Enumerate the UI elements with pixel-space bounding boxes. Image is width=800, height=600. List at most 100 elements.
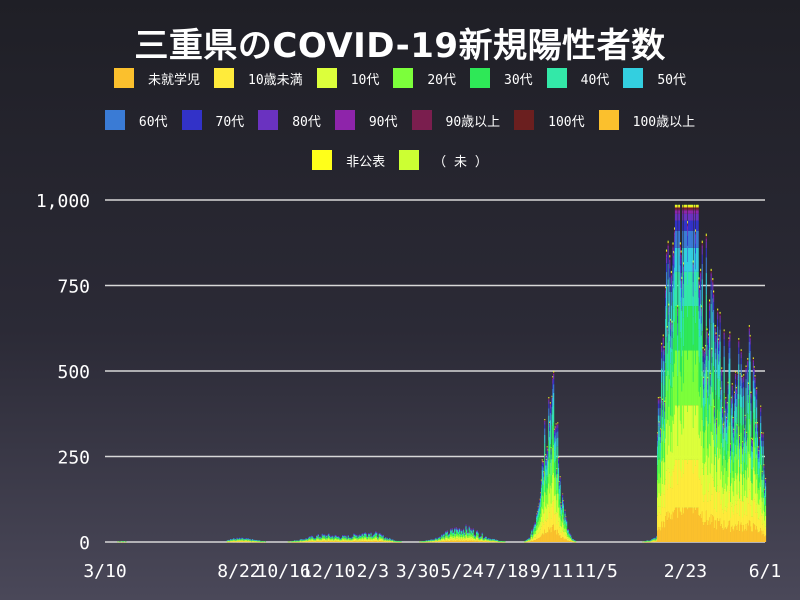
bar-segment [712, 434, 714, 478]
bar-segment [705, 248, 707, 258]
bar-segment [552, 377, 554, 378]
bar-segment [558, 535, 560, 542]
bar-segment [704, 373, 706, 388]
bar-segment [438, 538, 440, 540]
bar-segment [455, 540, 457, 542]
legend-swatch [470, 68, 490, 88]
bar-segment [296, 540, 298, 542]
bar-segment [239, 541, 241, 543]
bar-segment [368, 533, 370, 535]
bar-segment [717, 341, 720, 344]
bar-segment [683, 263, 685, 265]
bar-segment [439, 538, 441, 540]
bar-segment [697, 205, 699, 207]
bar-segment [457, 534, 459, 537]
bar-segment [680, 250, 682, 251]
bar-segment [676, 210, 678, 214]
bar-segment [539, 504, 541, 508]
bar-segment [565, 531, 567, 536]
bar-segment [678, 459, 681, 508]
bar-segment [545, 454, 547, 455]
bar-segment [541, 461, 543, 464]
bar-segment [656, 539, 658, 541]
bar-segment [707, 409, 709, 427]
bar-segment [432, 539, 435, 541]
bar-segment [687, 271, 689, 307]
bar-segment [691, 207, 694, 209]
bar-segment [721, 369, 723, 371]
bar-segment [709, 374, 711, 376]
bar-segment [717, 309, 719, 311]
bar-segment [698, 297, 700, 312]
bar-segment [683, 428, 685, 474]
bar-segment [657, 515, 659, 531]
bar-segment [369, 538, 371, 540]
bar-segment [553, 372, 555, 373]
bar-segment [326, 540, 328, 541]
bar-segment [544, 455, 546, 473]
bar-segment [316, 540, 318, 542]
bar-segment [529, 539, 531, 540]
bar-segment [330, 538, 332, 539]
bar-segment [720, 391, 722, 395]
bar-segment [553, 443, 556, 452]
bar-segment [570, 541, 573, 542]
bar-segment [334, 536, 336, 538]
bar-segment [355, 538, 357, 541]
bar-segment [549, 405, 551, 409]
bar-segment [342, 539, 344, 541]
bar-segment [685, 220, 687, 231]
legend-swatch [399, 150, 420, 170]
bar-segment [658, 422, 660, 424]
bar-segment [647, 540, 649, 542]
bar-segment [350, 538, 353, 540]
bar-segment [679, 511, 681, 542]
bar-segment [552, 525, 554, 542]
bar-segment [359, 541, 362, 542]
bar-segment [712, 278, 714, 279]
bar-segment [724, 467, 726, 489]
bar-segment [475, 537, 477, 539]
bar-segment [455, 527, 457, 529]
bar-segment [725, 425, 727, 441]
bar-segment [674, 227, 676, 230]
bar-segment [392, 540, 394, 541]
bar-segment [372, 535, 375, 537]
bar-segment [708, 337, 710, 340]
bar-segment [242, 540, 244, 541]
bar-segment [324, 535, 326, 537]
bar-segment [547, 489, 549, 505]
bar-segment [707, 389, 709, 398]
bar-segment [430, 540, 432, 542]
bar-segment [691, 213, 693, 221]
bar-segment [689, 405, 691, 460]
bar-segment [455, 529, 457, 532]
bar-segment [561, 538, 563, 542]
bar-segment [468, 535, 470, 538]
bar-segment [691, 306, 693, 351]
bar-segment [664, 527, 666, 542]
bar-segment [703, 377, 705, 379]
bar-segment [571, 539, 573, 540]
bar-segment [554, 441, 556, 450]
bar-segment [721, 407, 724, 409]
bar-segment [327, 541, 329, 542]
bar-segment [375, 539, 377, 541]
bar-segment [714, 453, 716, 490]
bar-segment [329, 539, 331, 541]
bar-segment [435, 538, 437, 540]
bar-segment [304, 540, 306, 542]
bar-segment [562, 530, 564, 538]
bar-segment [704, 350, 706, 352]
bar-segment [675, 306, 677, 351]
bar-segment [716, 511, 718, 530]
bar-segment [488, 538, 490, 540]
bar-segment [661, 461, 663, 494]
bar-segment [385, 538, 387, 540]
bar-segment [664, 407, 666, 412]
bar-segment [365, 541, 367, 542]
bar-segment [672, 301, 674, 333]
bar-segment [441, 540, 444, 542]
bar-segment [346, 541, 349, 543]
bar-segment [308, 537, 310, 539]
